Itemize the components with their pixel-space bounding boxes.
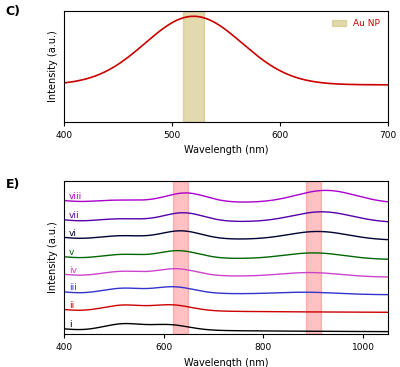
X-axis label: Wavelength (nm): Wavelength (nm) bbox=[184, 357, 268, 367]
Text: C): C) bbox=[6, 6, 21, 18]
Y-axis label: Intensity (a.u.): Intensity (a.u.) bbox=[48, 222, 58, 293]
Text: E): E) bbox=[6, 178, 20, 191]
Legend: Au NP: Au NP bbox=[329, 15, 384, 32]
Bar bbox=[173, 181, 188, 334]
X-axis label: Wavelength (nm): Wavelength (nm) bbox=[184, 145, 268, 155]
Y-axis label: Intensity (a.u.): Intensity (a.u.) bbox=[48, 30, 58, 102]
Text: ii: ii bbox=[69, 301, 74, 310]
Text: iii: iii bbox=[69, 283, 77, 292]
Text: vii: vii bbox=[69, 211, 80, 221]
Text: i: i bbox=[69, 320, 72, 330]
Text: viii: viii bbox=[69, 192, 82, 201]
Text: iv: iv bbox=[69, 266, 77, 275]
Bar bbox=[183, 11, 204, 122]
Bar bbox=[306, 181, 321, 334]
Text: v: v bbox=[69, 248, 74, 257]
Text: vi: vi bbox=[69, 229, 77, 238]
